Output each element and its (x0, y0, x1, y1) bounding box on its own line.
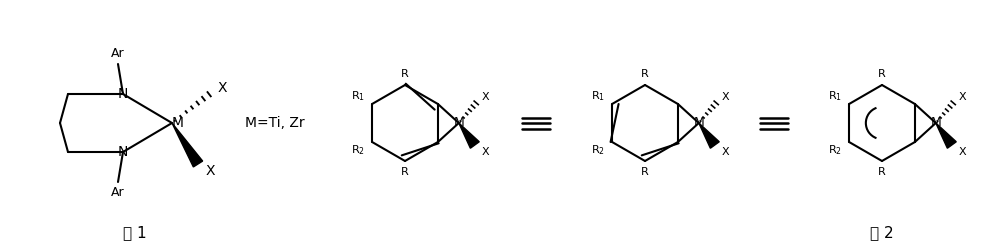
Polygon shape (172, 123, 203, 167)
Text: N: N (118, 87, 128, 101)
Text: R$_2$: R$_2$ (828, 143, 842, 157)
Text: R: R (878, 167, 886, 177)
Text: R$_1$: R$_1$ (351, 89, 365, 103)
Text: R$_1$: R$_1$ (828, 89, 842, 103)
Text: M=Ti, Zr: M=Ti, Zr (245, 116, 305, 130)
Text: X: X (205, 164, 215, 178)
Text: Ar: Ar (111, 185, 125, 199)
Text: R: R (401, 69, 409, 79)
Text: R: R (401, 167, 409, 177)
Text: 式 1: 式 1 (123, 226, 147, 241)
Text: R$_1$: R$_1$ (591, 89, 605, 103)
Text: X: X (217, 81, 227, 95)
Text: M: M (693, 117, 704, 129)
Text: R: R (878, 69, 886, 79)
Text: R: R (641, 167, 649, 177)
Text: N: N (118, 145, 128, 159)
Text: 式 2: 式 2 (870, 226, 894, 241)
Polygon shape (459, 123, 479, 148)
Text: M: M (930, 117, 941, 129)
Text: M: M (172, 116, 184, 130)
Text: M: M (453, 117, 464, 129)
Polygon shape (699, 123, 719, 148)
Text: X: X (482, 92, 490, 102)
Text: X: X (959, 147, 967, 157)
Polygon shape (936, 123, 956, 148)
Text: R$_2$: R$_2$ (351, 143, 365, 157)
Text: R$_2$: R$_2$ (591, 143, 605, 157)
Text: X: X (722, 147, 730, 157)
Text: R: R (641, 69, 649, 79)
Text: Ar: Ar (111, 47, 125, 61)
Text: X: X (482, 147, 490, 157)
Text: X: X (959, 92, 967, 102)
Text: X: X (722, 92, 730, 102)
